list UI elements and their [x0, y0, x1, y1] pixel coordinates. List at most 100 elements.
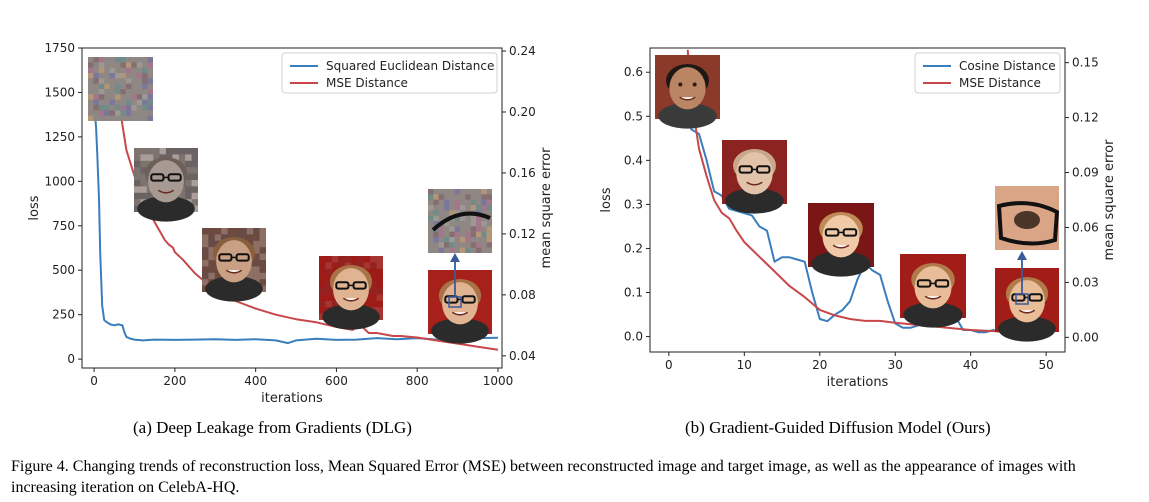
thumb-dlg-iter-0-noise: [104, 110, 110, 116]
thumb-dlg-iter-0-noise: [125, 83, 132, 89]
y2-tick-label: 0.08: [509, 288, 536, 302]
thumb-dlg-iter-0-noise: [98, 62, 105, 68]
thumb-dlg-iter-0-noise: [104, 105, 110, 111]
subcaption-a: (a) Deep Leakage from Gradients (DLG): [133, 418, 412, 437]
series-line-0: [93, 101, 499, 345]
thumb-dlg-iter-0-noise: [93, 105, 99, 111]
thumb-dlg-zoom-noise: [470, 242, 476, 248]
x-tick-label: 20: [812, 358, 827, 372]
thumb-dlg-iter-300-mouth: [225, 269, 243, 274]
thumb-dlg-iter-0-noise: [147, 99, 153, 105]
thumb-ours-zoom-eye: [1014, 211, 1040, 229]
thumb-dlg-iter-300-noise: [208, 247, 215, 254]
thumb-dlg-iter-100-noise: [191, 154, 198, 161]
thumb-dlg-iter-100-noise: [134, 186, 141, 193]
thumb-dlg-iter-0: [88, 57, 153, 121]
thumb-dlg-zoom: [428, 189, 492, 253]
thumb-dlg-zoom-noise: [460, 237, 466, 243]
y2-tick-label: 0.16: [509, 166, 536, 180]
thumb-dlg-zoom-noise: [486, 231, 492, 237]
thumb-dlg-iter-0-noise: [98, 67, 105, 73]
thumb-dlg-iter-100-mouth: [157, 189, 175, 194]
thumb-dlg-iter-0-noise: [131, 94, 137, 100]
y-tick-label: 250: [52, 308, 75, 322]
thumb-dlg-iter-600-noise: [325, 281, 332, 288]
y-tick-label: 0.6: [624, 65, 643, 79]
thumb-dlg-iter-300-noise: [259, 234, 266, 241]
thumb-dlg-iter-0-noise: [88, 94, 94, 100]
y2-axis-label: mean square error: [539, 147, 554, 269]
thumb-ours-iter-20: [808, 203, 874, 277]
thumb-dlg-iter-0-noise: [120, 105, 126, 111]
x-tick-label: 0: [665, 358, 673, 372]
thumb-dlg-zoom-noise: [481, 194, 487, 200]
thumb-dlg-zoom-noise: [428, 205, 434, 211]
thumb-ours-initial-face: [669, 67, 706, 110]
thumb-dlg-zoom-noise: [438, 231, 444, 237]
thumb-dlg-iter-0-noise: [136, 73, 143, 79]
thumb-dlg-zoom-noise: [449, 210, 455, 216]
chart-ours: 0 10 20 30 40 50 0.0 0.1 0.2 0.3 0.4 0.5 0.6 0.00 0.03…: [575, 0, 1149, 410]
legend-label: MSE Distance: [326, 76, 408, 90]
thumb-dlg-zoom-noise: [444, 242, 450, 248]
thumb-dlg-iter-0-noise: [98, 57, 105, 63]
thumb-dlg-iter-0-noise: [147, 62, 153, 68]
y-tick-label: 0.1: [624, 286, 643, 300]
thumb-dlg-iter-0-noise: [147, 105, 153, 111]
thumb-dlg-iter-100-noise: [172, 148, 179, 155]
thumb-dlg-zoom-noise: [486, 226, 492, 232]
thumb-dlg-iter-100-noise: [134, 160, 141, 168]
thumb-dlg-iter-300-noise: [208, 272, 215, 280]
thumb-dlg-zoom-noise: [454, 210, 460, 216]
thumb-dlg-zoom-noise: [470, 205, 476, 211]
thumb-dlg-zoom-noise: [438, 247, 444, 253]
y-tick-label: 1500: [44, 85, 75, 99]
series-lines: [93, 101, 499, 351]
thumb-dlg-iter-600-noise: [325, 300, 332, 308]
legend-label: Squared Euclidean Distance: [326, 59, 494, 73]
thumb-dlg-iter-300-noise: [208, 240, 215, 248]
thumb-dlg-iter-0-noise: [98, 89, 105, 95]
reconstruction-thumbnails: [655, 55, 1060, 342]
thumb-dlg-zoom-noise: [449, 226, 455, 232]
thumb-dlg-iter-600-noise: [338, 262, 345, 269]
thumb-dlg-zoom-noise: [444, 205, 450, 211]
x-tick-label: 600: [325, 374, 348, 388]
thumb-dlg-iter-0-noise: [136, 94, 143, 100]
thumb-dlg-iter-100-noise: [159, 148, 166, 155]
thumb-dlg-iter-300-noise: [246, 228, 254, 235]
thumb-dlg-iter-100-noise: [140, 186, 147, 193]
thumb-dlg-iter-100-noise: [185, 148, 192, 155]
thumb-dlg-zoom-noise: [486, 205, 492, 211]
thumb-dlg-iter-300-noise: [253, 247, 260, 254]
thumb-dlg-zoom-noise: [481, 231, 487, 237]
thumb-dlg-iter-0-noise: [88, 115, 94, 121]
thumb-dlg-zoom-noise: [476, 215, 482, 221]
thumb-dlg-zoom-noise: [476, 247, 482, 253]
thumb-dlg-zoom-noise: [476, 205, 482, 211]
thumb-dlg-zoom-noise: [454, 215, 460, 221]
thumb-dlg-iter-0-noise: [147, 78, 153, 84]
thumb-dlg-iter-0-noise: [93, 94, 99, 100]
thumb-dlg-iter-300-noise: [259, 272, 266, 280]
thumb-dlg-iter-0-noise: [147, 115, 153, 121]
thumb-ours-iter-50-glasses-right: [1028, 293, 1043, 302]
thumb-dlg-iter-600-noise: [370, 281, 377, 288]
thumb-dlg-iter-300-shoulders: [205, 276, 263, 302]
thumb-dlg-iter-100-noise: [166, 148, 173, 155]
thumb-dlg-iter-0-noise: [142, 78, 148, 84]
thumb-dlg-iter-600-noise: [319, 300, 326, 308]
thumb-ours-iter-10-face: [736, 152, 773, 195]
thumb-ours-initial-eye-left: [678, 82, 683, 87]
thumb-dlg-iter-0-noise: [98, 110, 105, 116]
thumb-dlg-iter-100-noise: [134, 180, 141, 187]
thumb-dlg-iter-600-noise: [370, 256, 377, 263]
thumb-dlg-iter-900-face: [442, 282, 478, 325]
legend-box: [281, 52, 498, 94]
thumb-dlg-iter-600-noise: [331, 256, 339, 263]
y2-tick-label: 0.03: [1072, 275, 1099, 289]
thumb-dlg-iter-0-noise: [142, 73, 148, 79]
thumb-dlg-zoom-noise: [470, 226, 476, 232]
thumb-dlg-iter-100-noise: [191, 205, 198, 212]
thumb-dlg-iter-0-noise: [147, 89, 153, 95]
